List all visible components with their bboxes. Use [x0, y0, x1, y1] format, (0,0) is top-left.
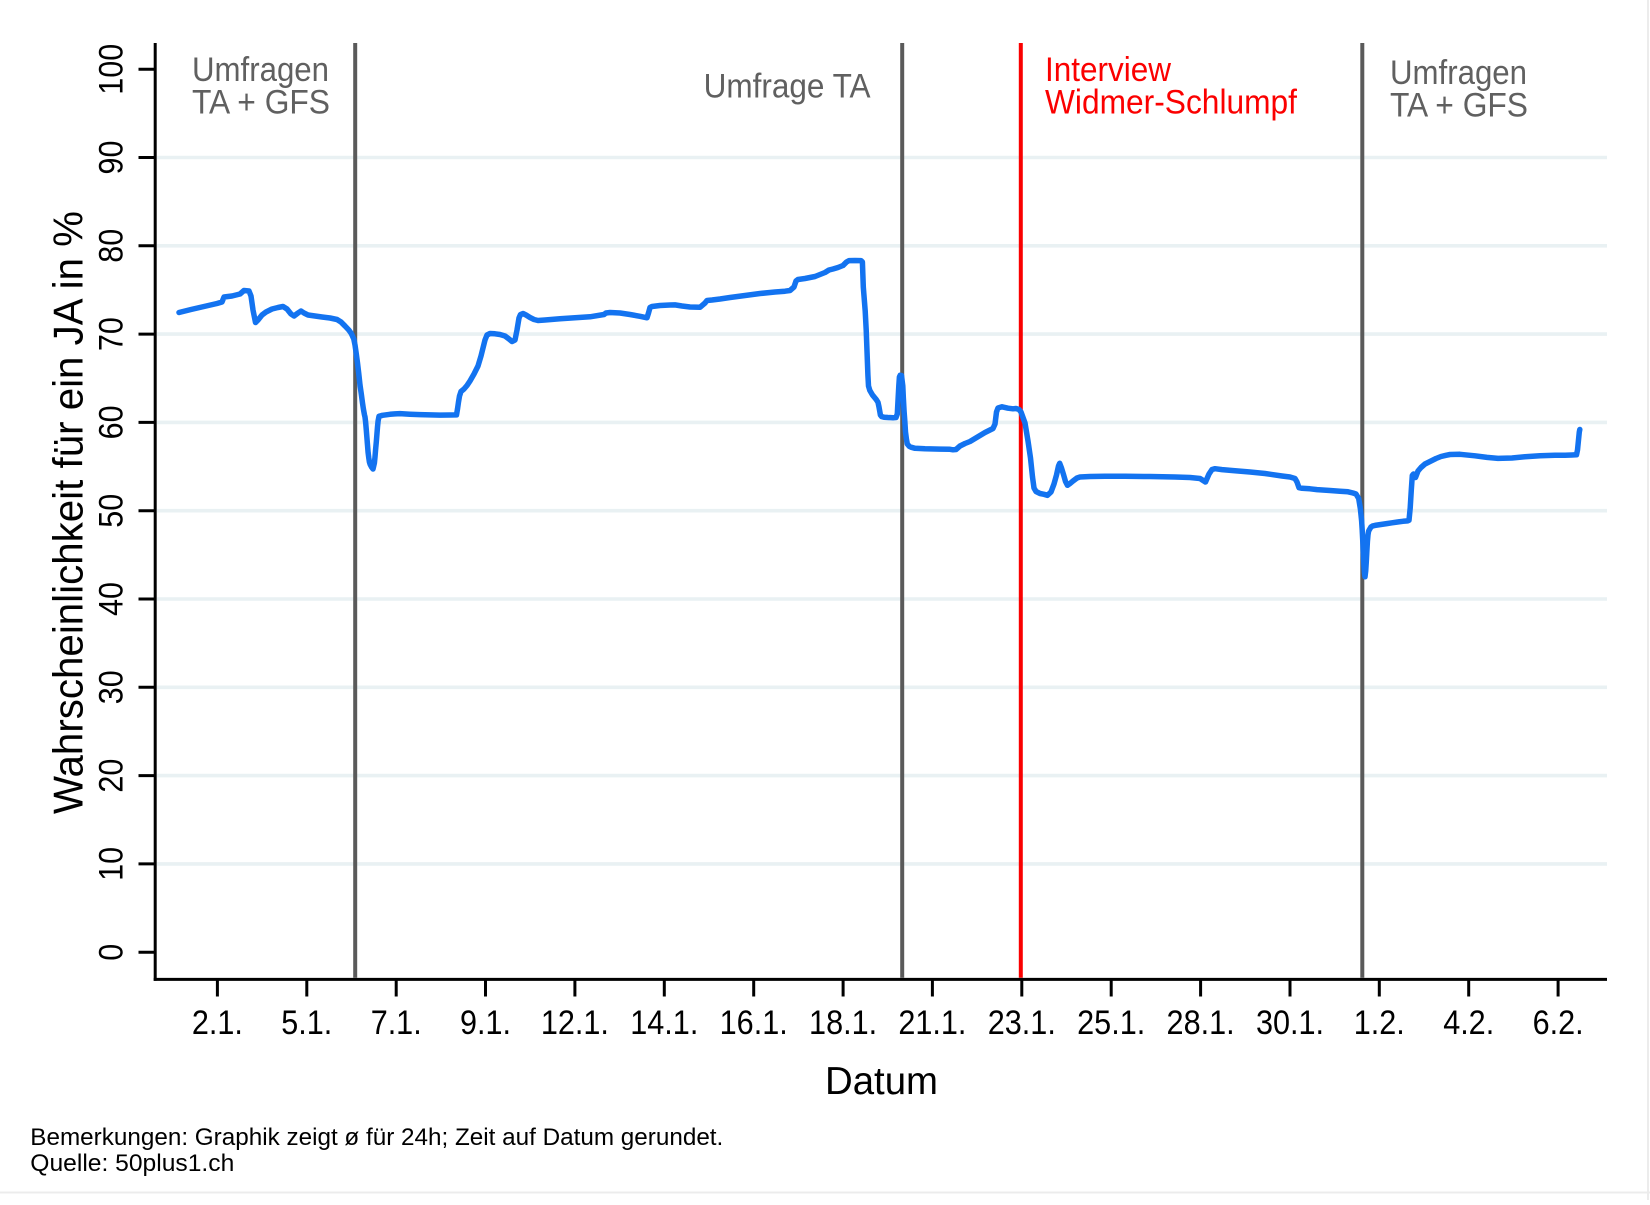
- svg-text:21.1.: 21.1.: [898, 1004, 966, 1042]
- svg-text:1.2.: 1.2.: [1354, 1004, 1405, 1042]
- svg-text:16.1.: 16.1.: [720, 1004, 788, 1042]
- svg-text:12.1.: 12.1.: [541, 1004, 609, 1042]
- svg-text:TA + GFS: TA + GFS: [1390, 87, 1528, 125]
- svg-text:Wahrscheinlichkeit für ein JA: Wahrscheinlichkeit für ein JA in %: [45, 211, 92, 814]
- svg-text:70: 70: [92, 317, 130, 351]
- svg-text:20: 20: [92, 759, 130, 793]
- svg-text:30: 30: [92, 670, 130, 704]
- svg-text:5.1.: 5.1.: [281, 1004, 332, 1042]
- svg-text:28.1.: 28.1.: [1167, 1004, 1235, 1042]
- svg-text:23.1.: 23.1.: [988, 1004, 1056, 1042]
- svg-text:40: 40: [92, 582, 130, 616]
- svg-text:TA + GFS: TA + GFS: [192, 84, 330, 122]
- svg-text:60: 60: [92, 405, 130, 439]
- svg-text:90: 90: [92, 141, 130, 175]
- svg-text:Umfragen: Umfragen: [192, 51, 329, 89]
- svg-text:Quelle: 50plus1.ch: Quelle: 50plus1.ch: [30, 1150, 234, 1177]
- svg-text:2.1.: 2.1.: [192, 1004, 243, 1042]
- svg-text:0: 0: [92, 944, 130, 961]
- svg-text:7.1.: 7.1.: [371, 1004, 422, 1042]
- svg-text:Widmer-Schlumpf: Widmer-Schlumpf: [1045, 84, 1298, 122]
- svg-text:100: 100: [92, 44, 130, 95]
- svg-text:10: 10: [92, 847, 130, 881]
- svg-text:30.1.: 30.1.: [1256, 1004, 1324, 1042]
- svg-text:14.1.: 14.1.: [630, 1004, 698, 1042]
- svg-text:Bemerkungen: Graphik zeigt ø f: Bemerkungen: Graphik zeigt ø für 24h; Ze…: [30, 1124, 723, 1151]
- svg-text:Umfragen: Umfragen: [1390, 54, 1527, 92]
- svg-text:Interview: Interview: [1045, 51, 1171, 89]
- svg-text:Umfrage TA: Umfrage TA: [704, 67, 871, 105]
- svg-text:80: 80: [92, 229, 130, 263]
- svg-text:4.2.: 4.2.: [1443, 1004, 1494, 1042]
- svg-text:Datum: Datum: [825, 1060, 938, 1103]
- svg-text:25.1.: 25.1.: [1077, 1004, 1145, 1042]
- svg-text:50: 50: [92, 494, 130, 528]
- svg-text:6.2.: 6.2.: [1533, 1004, 1584, 1042]
- svg-text:9.1.: 9.1.: [460, 1004, 511, 1042]
- svg-text:18.1.: 18.1.: [809, 1004, 877, 1042]
